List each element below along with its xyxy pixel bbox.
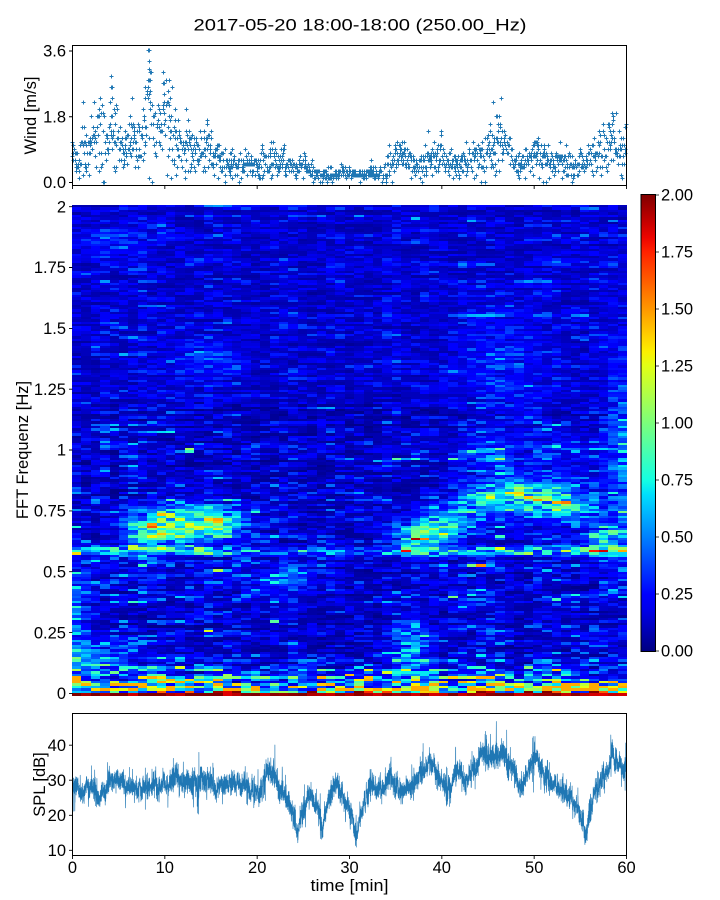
svg-text:2: 2	[57, 198, 66, 216]
svg-text:1.75: 1.75	[34, 259, 66, 277]
svg-text:1.00: 1.00	[661, 415, 693, 433]
svg-text:Wind [m/s]: Wind [m/s]	[22, 77, 40, 155]
svg-text:time [min]: time [min]	[311, 877, 389, 895]
svg-text:1.8: 1.8	[43, 109, 66, 127]
svg-text:0.75: 0.75	[661, 472, 693, 490]
svg-text:20: 20	[248, 859, 266, 877]
svg-text:FFT Frequenz [Hz]: FFT Frequenz [Hz]	[14, 381, 32, 519]
svg-text:40: 40	[48, 737, 66, 755]
svg-text:20: 20	[48, 807, 66, 825]
svg-text:3.6: 3.6	[43, 43, 66, 61]
svg-text:1.5: 1.5	[43, 320, 66, 338]
svg-text:1.75: 1.75	[661, 244, 693, 262]
svg-text:40: 40	[433, 859, 451, 877]
svg-text:1.25: 1.25	[34, 381, 66, 399]
svg-text:1.25: 1.25	[661, 358, 693, 376]
svg-text:0: 0	[57, 685, 66, 703]
svg-text:50: 50	[525, 859, 543, 877]
svg-text:1.50: 1.50	[661, 301, 693, 319]
svg-text:0.5: 0.5	[43, 563, 66, 581]
svg-text:0.25: 0.25	[661, 586, 693, 604]
svg-text:SPL [dB]: SPL [dB]	[31, 752, 49, 817]
svg-text:2017-05-20 18:00-18:00 (250.00: 2017-05-20 18:00-18:00 (250.00_Hz)	[194, 16, 527, 35]
svg-text:0.0: 0.0	[43, 174, 66, 192]
svg-text:2.00: 2.00	[661, 187, 693, 205]
svg-text:0.75: 0.75	[34, 503, 66, 521]
svg-text:60: 60	[617, 859, 635, 877]
svg-text:10: 10	[48, 842, 66, 860]
svg-text:0.50: 0.50	[661, 529, 693, 547]
svg-text:0.00: 0.00	[661, 643, 693, 661]
svg-text:30: 30	[48, 772, 66, 790]
svg-text:1: 1	[57, 442, 66, 460]
svg-text:10: 10	[156, 859, 174, 877]
svg-text:0.25: 0.25	[34, 624, 66, 642]
svg-text:30: 30	[340, 859, 358, 877]
svg-text:0: 0	[68, 859, 77, 877]
